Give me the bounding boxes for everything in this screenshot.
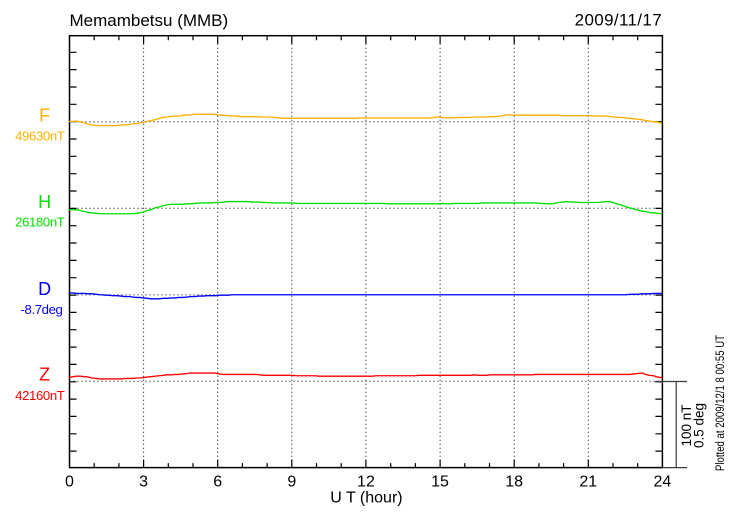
svg-text:H: H (38, 192, 51, 212)
svg-text:26180nT: 26180nT (15, 215, 65, 230)
svg-text:Z: Z (39, 365, 50, 385)
svg-text:21: 21 (579, 474, 597, 491)
svg-text:9: 9 (287, 474, 296, 491)
svg-text:100 nT0.5 deg: 100 nT0.5 deg (679, 403, 706, 448)
svg-text:42160nT: 42160nT (15, 388, 65, 403)
svg-text:49630nT: 49630nT (15, 129, 65, 144)
svg-text:3: 3 (139, 474, 148, 491)
svg-text:0: 0 (65, 474, 74, 491)
svg-text:18: 18 (505, 474, 523, 491)
svg-text:Memambetsu (MMB): Memambetsu (MMB) (70, 11, 229, 30)
svg-text:F: F (39, 105, 50, 125)
svg-text:24: 24 (654, 474, 672, 491)
svg-text:D: D (38, 279, 51, 299)
svg-text:15: 15 (431, 474, 449, 491)
svg-text:-8.7deg: -8.7deg (21, 302, 63, 317)
svg-text:U T (hour): U T (hour) (330, 490, 402, 507)
svg-text:12: 12 (357, 474, 375, 491)
svg-text:2009/11/17: 2009/11/17 (575, 11, 662, 30)
svg-text:6: 6 (213, 474, 222, 491)
svg-text:Plotted at 2009/12/1 8 00:55 U: Plotted at 2009/12/1 8 00:55 UT (714, 335, 727, 471)
